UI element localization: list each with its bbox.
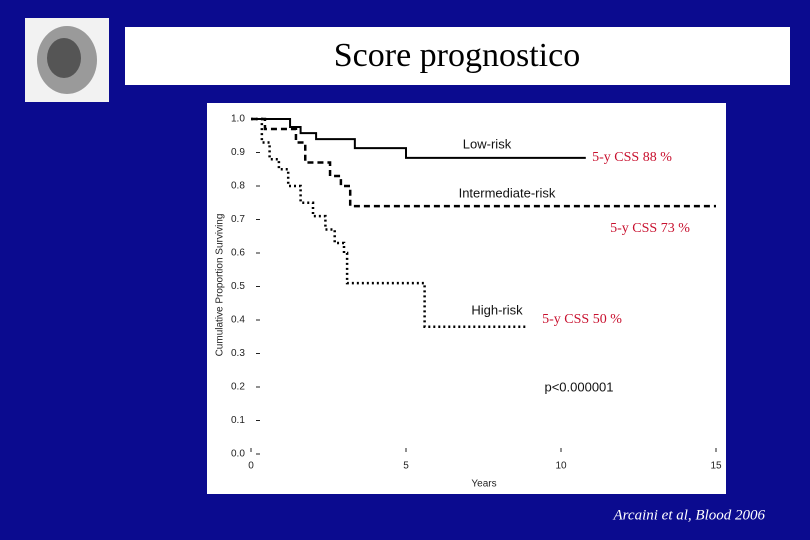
y-tick-label: 0.3 [231,348,245,359]
title: Score prognostico [334,37,580,74]
annotation: 5-y CSS 88 % [592,150,672,165]
y-tick-label: 0.7 [231,214,245,225]
title-box [125,27,790,85]
y-tick-label: 0.4 [231,315,245,326]
x-tick-label: 5 [403,461,409,472]
y-tick-label: 0.1 [231,415,245,426]
x-tick-label: 0 [248,461,254,472]
km-curve [251,118,586,159]
y-tick-label: 0.5 [231,281,245,292]
logo-nucleus [47,38,81,78]
citation: Arcaini et al, Blood 2006 [612,507,765,523]
annotation: p<0.000001 [544,379,613,394]
legend-label: Low-risk [463,136,512,151]
legend-label: Intermediate-risk [459,185,556,200]
y-tick-label: 0.9 [231,147,245,158]
y-tick-label: 1.0 [231,114,245,125]
x-tick-label: 10 [555,461,567,472]
y-tick-label: 0.8 [231,181,245,192]
y-tick-label: 0.0 [231,449,245,460]
y-tick-label: 0.2 [231,382,245,393]
chart-panel [207,103,726,494]
y-tick-label: 0.6 [231,248,245,259]
legend-label: High-risk [471,302,523,317]
annotation: 5-y CSS 73 % [610,221,690,236]
y-axis-label: Cumulative Proportion Surviving [215,214,226,357]
annotation: 5-y CSS 50 % [542,312,622,327]
x-axis-label: Years [471,479,496,490]
km-curve [251,117,716,208]
km-curve [251,117,527,328]
x-tick-label: 15 [710,461,722,472]
